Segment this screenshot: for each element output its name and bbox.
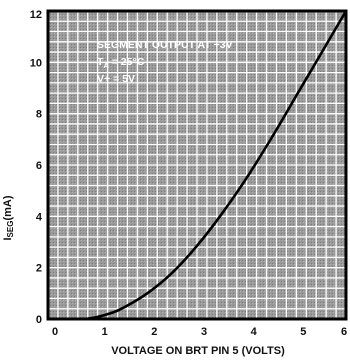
y-tick-label: 6 <box>36 160 42 172</box>
y-tick-label: 10 <box>30 57 42 69</box>
y-tick-label: 2 <box>36 263 42 275</box>
x-tick-label: 1 <box>102 326 108 338</box>
annotation-temperature: TA = 25°C <box>97 56 145 70</box>
y-tick-label: 4 <box>36 211 43 223</box>
x-tick-labels: 0 1 2 3 4 5 6 <box>52 326 347 338</box>
x-tick-label: 3 <box>201 326 207 338</box>
y-axis-title: ISEG(mA) <box>2 195 15 240</box>
x-tick-label: 5 <box>300 326 306 338</box>
annotations: SEGMENT OUTPUT AT +3V TA = 25°C V+ = 5V <box>97 39 233 85</box>
grid <box>48 11 346 319</box>
series-curve <box>46 9 348 321</box>
x-tick-label: 4 <box>251 326 258 338</box>
y-tick-label: 0 <box>36 314 42 326</box>
x-axis-title: VOLTAGE ON BRT PIN 5 (VOLTS) <box>111 345 285 357</box>
plot-frame <box>46 9 348 321</box>
x-tick-label: 2 <box>151 326 157 338</box>
annotation-condition: SEGMENT OUTPUT AT +3V <box>97 39 233 51</box>
x-tick-label: 0 <box>52 326 58 338</box>
y-tick-label: 8 <box>36 109 42 121</box>
x-tick-label: 6 <box>341 326 347 338</box>
annotation-supply: V+ = 5V <box>97 73 135 85</box>
y-tick-labels: 0 2 4 6 8 10 12 <box>30 9 43 326</box>
y-tick-label: 12 <box>30 9 42 21</box>
